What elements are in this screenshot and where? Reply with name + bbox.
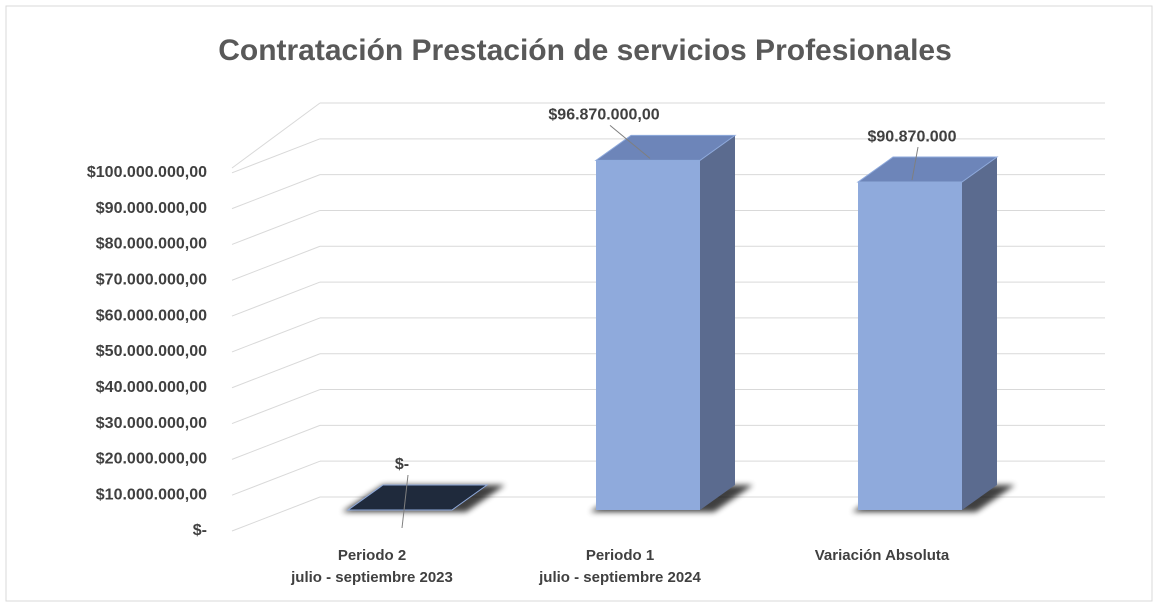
chart-frame: [5, 5, 1153, 602]
leader-line: [911, 146, 919, 181]
grid-line-side: [231, 389, 321, 425]
x-tick-label: Periodo 2 julio - septiembre 2023: [291, 547, 453, 586]
y-tick-label: $90.000.000,00: [96, 200, 207, 217]
y-tick-label: $40.000.000,00: [96, 379, 207, 396]
y-tick-label: $-: [193, 522, 207, 539]
grid-line-side: [231, 138, 321, 174]
y-tick-label: $80.000.000,00: [96, 236, 207, 253]
bar-front: [858, 182, 962, 510]
grid-line-side: [231, 281, 321, 317]
bar-top: [346, 484, 489, 511]
y-tick-label: $10.000.000,00: [96, 486, 207, 503]
bar-side: [962, 157, 997, 510]
bar-top: [856, 156, 999, 183]
bar-top: [594, 134, 737, 161]
leader-line: [401, 474, 409, 529]
bar-side: [700, 135, 735, 510]
grid-line-side: [231, 174, 321, 210]
chart-title: Contratación Prestación de servicios Pro…: [218, 34, 952, 67]
data-label: $-: [395, 456, 409, 473]
data-label: $96.870.000,00: [548, 107, 659, 124]
y-tick-label: $30.000.000,00: [96, 415, 207, 432]
grid-line-side: [231, 460, 321, 496]
data-label: $90.870.000: [868, 128, 957, 145]
y-tick-label: $60.000.000,00: [96, 307, 207, 324]
y-tick-label: $70.000.000,00: [96, 271, 207, 288]
leader-line: [609, 125, 651, 159]
grid-line-side: [231, 353, 321, 389]
y-tick-label: $50.000.000,00: [96, 343, 207, 360]
x-tick-label: Periodo 1 julio - septiembre 2024: [539, 547, 701, 586]
x-tick-label: Variación Absoluta: [814, 547, 950, 564]
bar-front: [596, 160, 700, 510]
y-tick-label: $100.000.000,00: [87, 164, 207, 181]
grid-line-side: [231, 317, 321, 353]
grid-line-side: [231, 245, 321, 281]
wall-top-side: [231, 102, 321, 169]
y-tick-label: $20.000.000,00: [96, 451, 207, 468]
grid-line-side: [231, 424, 321, 460]
grid-line-side: [231, 496, 321, 532]
grid-line-side: [231, 209, 321, 245]
